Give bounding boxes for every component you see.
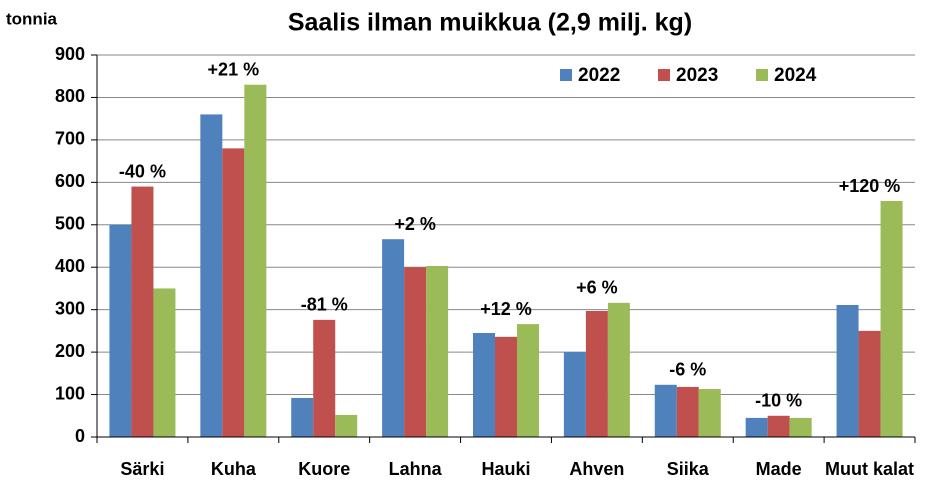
y-tick-label: 300: [55, 298, 85, 318]
annotation: +2 %: [394, 214, 436, 234]
legend-label: 2023: [676, 65, 718, 86]
bar: [585, 310, 608, 437]
legend-swatch: [756, 69, 768, 81]
bar: [880, 201, 903, 437]
y-tick-label: 100: [55, 383, 85, 403]
x-tick-label: Lahna: [389, 459, 443, 479]
legend-swatch: [560, 69, 572, 81]
x-tick-label: Kuha: [211, 459, 257, 479]
bar: [836, 304, 859, 437]
x-tick-label: Kuore: [298, 459, 350, 479]
bar: [654, 384, 677, 437]
annotation: +120 %: [839, 176, 901, 196]
bar: [607, 302, 630, 437]
bar: [382, 239, 405, 437]
x-tick-label: Hauki: [481, 459, 530, 479]
y-tick-label: 700: [55, 129, 85, 149]
y-tick-label: 400: [55, 256, 85, 276]
bar: [517, 324, 539, 437]
y-tick-label: 600: [55, 171, 85, 191]
annotation: -10 %: [755, 391, 802, 411]
bar: [745, 417, 768, 437]
x-tick-label: Ahven: [569, 459, 624, 479]
bar: [200, 114, 223, 437]
x-tick-label: Muut kalat: [825, 459, 914, 479]
bar: [698, 389, 721, 437]
x-tick-label: Siika: [667, 459, 710, 479]
bar: [789, 417, 812, 437]
bar: [495, 336, 517, 437]
bar: [473, 333, 495, 437]
y-tick-label: 900: [55, 44, 85, 64]
bar: [244, 84, 267, 437]
annotation: +6 %: [576, 278, 618, 298]
annotation: +12 %: [480, 299, 532, 319]
bar: [291, 397, 314, 437]
chart-title: Saalis ilman muikkua (2,9 milj. kg): [288, 9, 692, 37]
y-tick-label: 500: [55, 214, 85, 234]
bar: [313, 319, 336, 437]
bar: [335, 414, 358, 437]
legend-label: 2022: [578, 65, 620, 86]
y-axis-label: tonnia: [6, 9, 58, 28]
y-tick-label: 200: [55, 341, 85, 361]
annotation: -40 %: [119, 161, 166, 181]
bar: [153, 288, 176, 437]
x-tick-label: Särki: [120, 459, 164, 479]
annotation: -81 %: [301, 295, 348, 315]
annotation: -6 %: [669, 360, 706, 380]
bar: [676, 386, 699, 437]
y-tick-label: 0: [75, 426, 85, 446]
bar: [404, 267, 427, 437]
bar: [222, 148, 245, 437]
y-tick-label: 800: [55, 86, 85, 106]
x-tick-label: Made: [756, 459, 802, 479]
bar: [109, 224, 132, 437]
bar: [131, 186, 154, 437]
bar: [767, 415, 790, 437]
bar: [563, 352, 586, 437]
bar: [858, 330, 881, 437]
bar: [426, 265, 449, 437]
legend-swatch: [658, 69, 670, 81]
legend-label: 2024: [774, 65, 817, 86]
annotation: +21 %: [208, 59, 260, 79]
